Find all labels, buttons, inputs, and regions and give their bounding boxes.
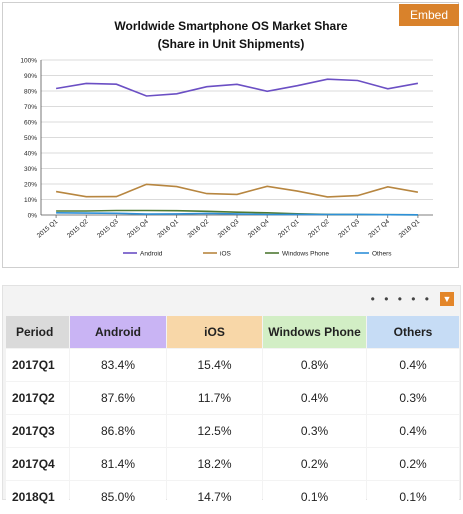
ios-cell: 11.7%	[167, 382, 262, 414]
y-tick-label: 60%	[24, 120, 37, 127]
others-cell: 0.4%	[367, 349, 459, 381]
others-cell: 0.2%	[367, 448, 459, 480]
legend-label: Others	[372, 251, 392, 258]
android-cell: 83.4%	[70, 349, 166, 381]
download-icon[interactable]: ▼	[440, 292, 454, 306]
ios-cell: 14.7%	[167, 481, 262, 513]
period-cell: 2017Q2	[6, 382, 69, 414]
chart-title: Worldwide Smartphone OS Market Share	[114, 19, 347, 33]
y-tick-label: 10%	[24, 197, 37, 204]
y-tick-label: 80%	[24, 89, 37, 96]
windows-phone-cell: 0.1%	[263, 481, 366, 513]
x-tick-label: 2018 Q1	[398, 218, 422, 240]
column-header-others[interactable]: Others	[367, 316, 459, 348]
windows-phone-cell: 0.3%	[263, 415, 366, 447]
series-line-android	[55, 78, 419, 97]
series-line-others	[56, 212, 418, 216]
others-cell: 0.1%	[367, 481, 459, 513]
windows-phone-cell: 0.8%	[263, 349, 366, 381]
more-options-icon[interactable]: • • • • •	[370, 292, 432, 306]
chart-card: Worldwide Smartphone OS Market Share (Sha…	[2, 2, 459, 268]
y-tick-label: 70%	[24, 104, 37, 111]
chart-subtitle: (Share in Unit Shipments)	[158, 37, 305, 51]
data-table-card: • • • • • ▼ Period Android iOS Windows P…	[2, 285, 461, 513]
windows-phone-cell: 0.2%	[263, 448, 366, 480]
x-tick-label: 2016 Q4	[247, 218, 271, 240]
x-tick-label: 2017 Q4	[367, 218, 391, 240]
table-toolbar: • • • • • ▼	[371, 292, 454, 306]
windows-phone-cell: 0.4%	[263, 382, 366, 414]
series-line-ios	[55, 183, 419, 198]
x-tick-label: 2017 Q1	[277, 218, 301, 240]
table-row: 2017Q1 83.4% 15.4% 0.8% 0.4%	[6, 349, 459, 381]
table-header-row: Period Android iOS Windows Phone Others	[6, 316, 459, 348]
x-tick-label: 2015 Q3	[96, 218, 120, 240]
x-tick-label: 2015 Q1	[36, 218, 60, 240]
android-cell: 87.6%	[70, 382, 166, 414]
period-cell: 2017Q4	[6, 448, 69, 480]
y-tick-label: 0%	[28, 213, 38, 220]
x-tick-label: 2016 Q3	[217, 218, 241, 240]
period-cell: 2017Q1	[6, 349, 69, 381]
table-row: 2017Q4 81.4% 18.2% 0.2% 0.2%	[6, 448, 459, 480]
market-share-table: Period Android iOS Windows Phone Others …	[5, 315, 460, 514]
x-tick-label: 2015 Q2	[66, 218, 90, 240]
market-share-chart: Worldwide Smartphone OS Market Share (Sha…	[20, 19, 433, 258]
legend-label: iOS	[220, 251, 232, 258]
y-tick-label: 100%	[20, 58, 37, 65]
y-tick-label: 90%	[24, 73, 37, 80]
table-row: 2017Q2 87.6% 11.7% 0.4% 0.3%	[6, 382, 459, 414]
ios-cell: 18.2%	[167, 448, 262, 480]
others-cell: 0.3%	[367, 382, 459, 414]
column-header-period[interactable]: Period	[6, 316, 69, 348]
column-header-ios[interactable]: iOS	[167, 316, 262, 348]
column-header-android[interactable]: Android	[70, 316, 166, 348]
x-tick-label: 2017 Q3	[337, 218, 361, 240]
android-cell: 85.0%	[70, 481, 166, 513]
android-cell: 81.4%	[70, 448, 166, 480]
legend-label: Windows Phone	[282, 251, 329, 258]
y-tick-label: 50%	[24, 135, 37, 142]
column-header-windows-phone[interactable]: Windows Phone	[263, 316, 366, 348]
android-cell: 86.8%	[70, 415, 166, 447]
embed-button[interactable]: Embed	[399, 4, 459, 26]
period-cell: 2017Q3	[6, 415, 69, 447]
y-tick-label: 30%	[24, 166, 37, 173]
y-tick-label: 20%	[24, 182, 37, 189]
ios-cell: 15.4%	[167, 349, 262, 381]
table-row: 2018Q1 85.0% 14.7% 0.1% 0.1%	[6, 481, 459, 513]
x-tick-label: 2015 Q4	[126, 218, 150, 240]
x-tick-label: 2017 Q2	[307, 218, 331, 240]
x-tick-label: 2016 Q2	[187, 218, 211, 240]
table-row: 2017Q3 86.8% 12.5% 0.3% 0.4%	[6, 415, 459, 447]
y-tick-label: 40%	[24, 151, 37, 158]
period-cell: 2018Q1	[6, 481, 69, 513]
ios-cell: 12.5%	[167, 415, 262, 447]
x-tick-label: 2016 Q1	[156, 218, 180, 240]
others-cell: 0.4%	[367, 415, 459, 447]
legend-label: Android	[140, 251, 163, 258]
